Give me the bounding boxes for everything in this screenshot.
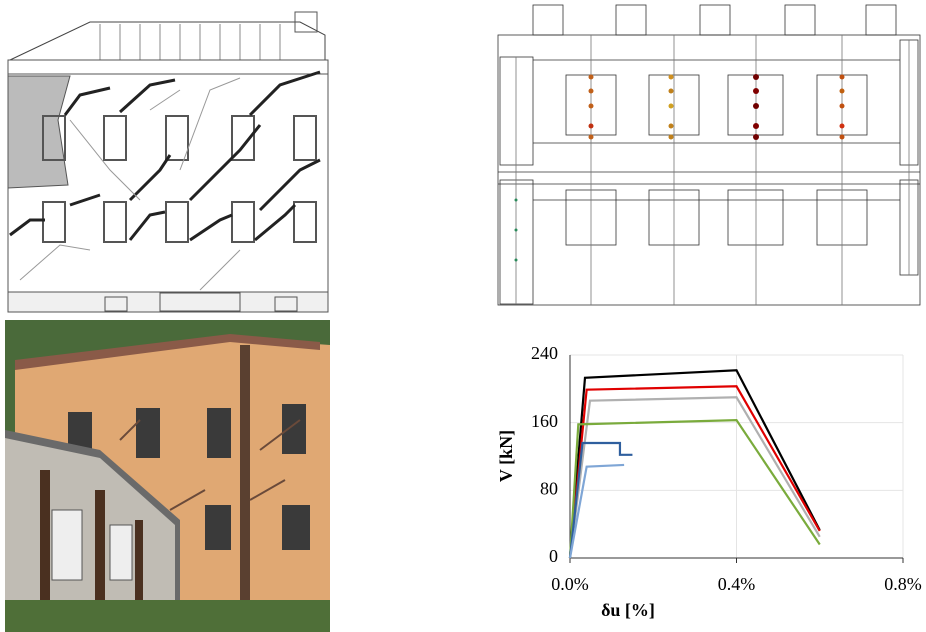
chart: δu [%] V [kN] 0 80 160 240 0.0% 0.4% 0.8% [496,343,922,620]
x-tick-label: 0.4% [718,574,756,594]
facade-drawing [8,12,328,312]
y-axis-label: V [kN] [496,430,516,482]
y-tick-label: 0 [549,546,558,566]
series-line [570,420,820,558]
x-axis-label: δu [%] [601,600,655,620]
x-tick-label: 0.8% [884,574,922,594]
y-tick-label: 160 [531,411,558,431]
x-tick-label: 0.0% [551,574,589,594]
figure: δu [%] V [kN] 0 80 160 240 0.0% 0.4% 0.8% [0,0,926,632]
y-tick-label: 240 [531,343,558,363]
y-tick-label: 80 [540,478,558,498]
frame-model [498,5,920,305]
building-photo [5,320,330,632]
